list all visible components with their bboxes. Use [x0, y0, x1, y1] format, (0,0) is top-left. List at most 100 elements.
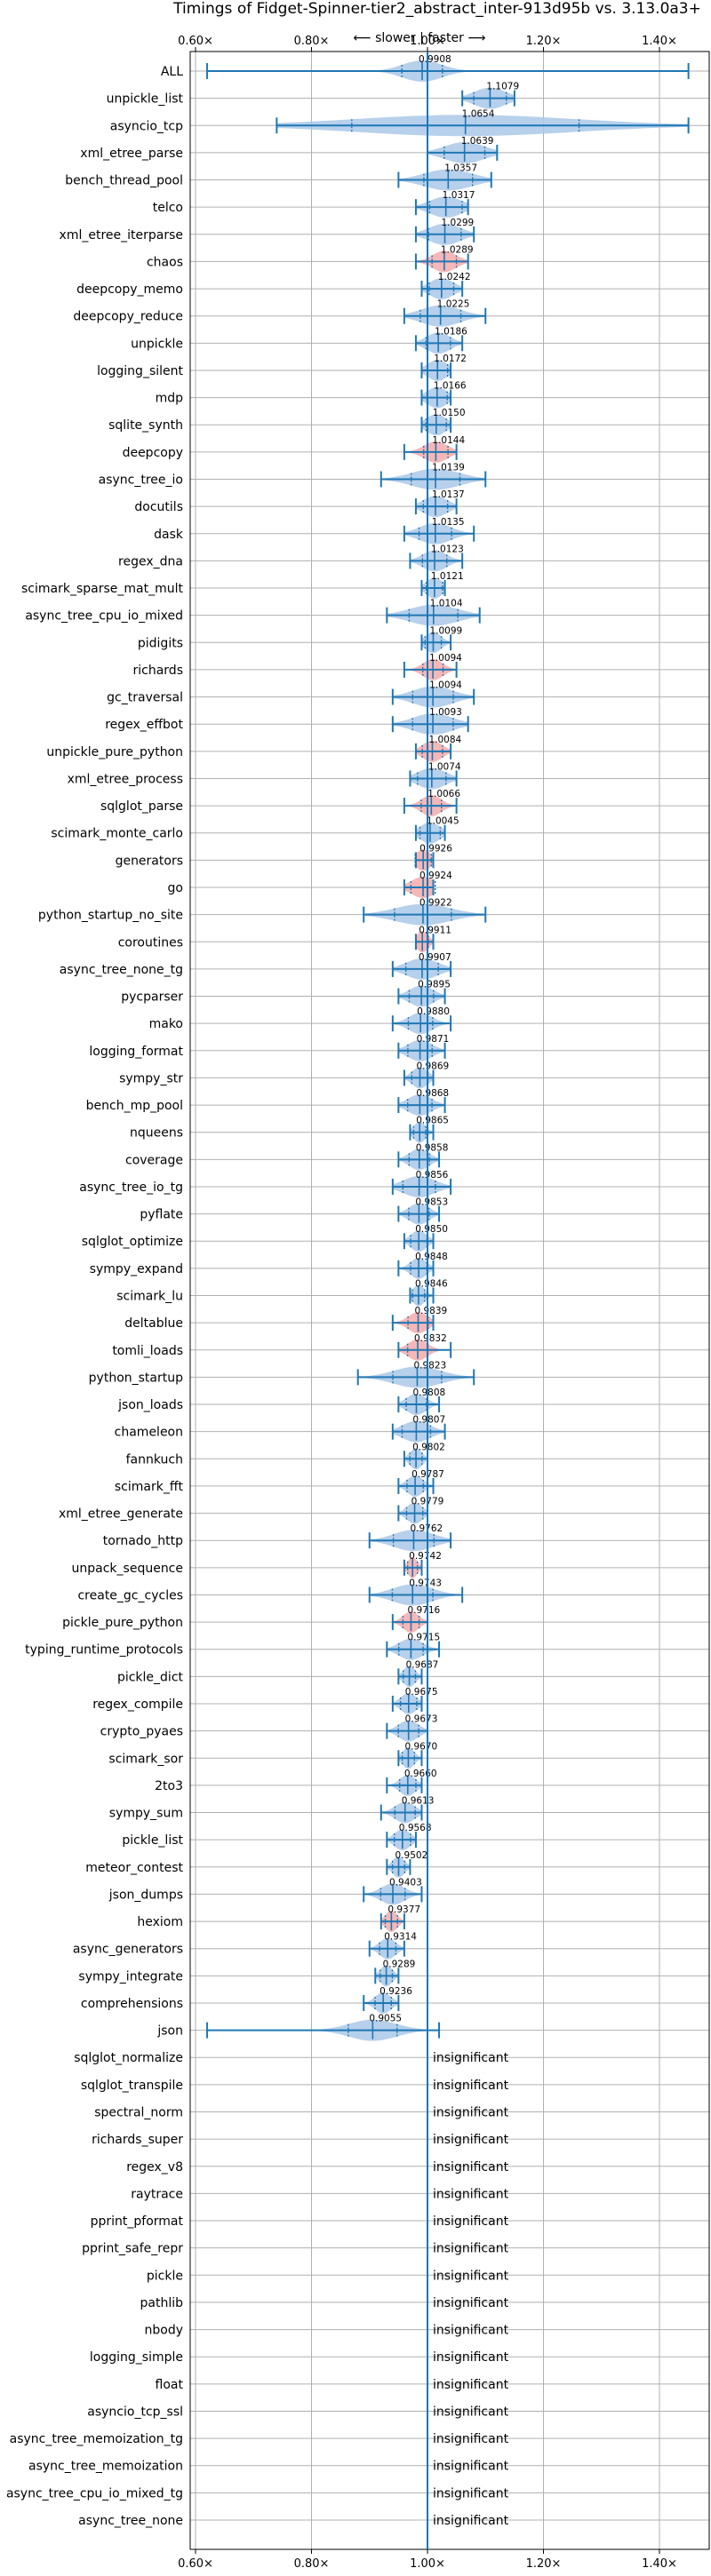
benchmark-label: comprehensions [81, 1997, 183, 2011]
benchmark-label: bench_thread_pool [65, 174, 183, 188]
insignificant-label: insignificant [433, 2296, 509, 2310]
value-label: 1.0045 [427, 816, 459, 827]
value-label: 0.9613 [402, 1796, 435, 1807]
benchmark-label: logging_simple [90, 2350, 183, 2365]
value-label: 0.9808 [412, 1387, 445, 1398]
value-label: 0.9865 [416, 1116, 449, 1126]
value-label: 0.9868 [416, 1088, 449, 1099]
benchmark-label: scimark_monte_carlo [51, 827, 183, 841]
benchmark-label: xml_etree_generate [59, 1507, 183, 1522]
top-tick-label: 1.40× [642, 35, 677, 48]
value-label: 1.0123 [431, 544, 464, 554]
benchmark-label: scimark_fft [115, 1480, 184, 1494]
value-label: 1.1079 [486, 82, 519, 92]
value-label: 1.0094 [429, 653, 462, 664]
insignificant-label: insignificant [433, 2242, 509, 2256]
value-label: 0.9807 [412, 1415, 445, 1426]
benchmark-label: logging_format [89, 1045, 183, 1059]
benchmark-label: asyncio_tcp [110, 119, 183, 133]
chart-title: Timings of Fidget-Spinner-tier2_abstract… [172, 0, 701, 18]
bottom-tick-label: 1.40× [642, 2557, 677, 2571]
benchmark-label: async_tree_memoization_tg [10, 2432, 183, 2446]
value-label: 0.9846 [415, 1279, 448, 1290]
value-label: 1.0135 [432, 517, 465, 528]
insignificant-label: insignificant [433, 2350, 509, 2365]
value-label: 1.0225 [437, 299, 470, 310]
benchmark-label: scimark_sor [108, 1752, 183, 1766]
value-label: 1.0144 [432, 435, 465, 446]
bottom-tick-label: 1.20× [526, 2557, 562, 2571]
benchmark-label: tornado_http [103, 1534, 183, 1548]
benchmark-label: deepcopy [123, 446, 183, 460]
value-label: 0.9675 [405, 1687, 438, 1697]
benchmark-label: spectral_norm [94, 2106, 183, 2120]
top-tick-label: 0.60× [178, 35, 213, 48]
benchmark-label: regex_effbot [105, 718, 183, 732]
benchmark-label: gc_traversal [107, 691, 183, 705]
violin-layer [206, 60, 690, 2041]
value-label: 0.9924 [419, 871, 452, 881]
benchmark-label: xml_etree_process [68, 772, 183, 786]
value-label: 1.0094 [429, 680, 462, 691]
value-label: 0.9660 [404, 1769, 437, 1779]
value-label: 0.9823 [413, 1360, 446, 1371]
top-tick-label: 1.20× [526, 35, 562, 48]
benchmark-label: scimark_lu [116, 1290, 183, 1304]
value-label: 0.9715 [407, 1633, 440, 1643]
insignificant-label: insignificant [433, 2432, 509, 2446]
benchmark-label: python_startup_no_site [38, 909, 183, 923]
benchmark-label: deepcopy_reduce [73, 310, 183, 324]
benchmark-label: hexiom [137, 1915, 183, 1929]
value-label: 0.9716 [407, 1605, 440, 1616]
insignificant-label: insignificant [433, 2514, 509, 2528]
benchmark-label: unpickle_pure_python [46, 745, 183, 759]
value-label: 0.9880 [417, 1006, 450, 1017]
benchmark-label: scimark_sparse_mat_mult [21, 582, 183, 596]
benchmark-label: sympy_expand [90, 1262, 183, 1276]
benchmark-label: bench_mp_pool [86, 1099, 183, 1113]
benchmark-label: richards_super [92, 2133, 183, 2147]
benchmark-label: generators [116, 854, 183, 868]
benchmark-label: sqlite_synth [108, 418, 183, 433]
value-label: 0.9908 [419, 54, 451, 65]
value-label: 0.9568 [399, 1823, 432, 1833]
value-label: 0.9856 [416, 1170, 449, 1181]
value-label: 1.0137 [432, 489, 465, 500]
value-label: 1.0654 [462, 108, 495, 119]
benchmark-label: async_tree_cpu_io_mixed_tg [6, 2486, 183, 2500]
top-tick-label: 1.00× [410, 35, 445, 48]
benchmark-label: regex_v8 [126, 2160, 183, 2174]
benchmark-label: raytrace [131, 2187, 183, 2201]
insignificant-label: insignificant [433, 2133, 509, 2147]
value-label: 1.0639 [461, 136, 494, 147]
benchmark-label: json_dumps [108, 1888, 183, 1902]
insignificant-label: insignificant [433, 2486, 509, 2500]
benchmark-label: nbody [145, 2324, 184, 2338]
value-label: 0.9687 [406, 1659, 439, 1670]
benchmark-label: async_tree_memoization [28, 2460, 183, 2474]
benchmark-label: sqlglot_normalize [74, 2051, 183, 2065]
benchmark-label: sympy_integrate [78, 1969, 183, 1984]
plot-frame [189, 51, 710, 2550]
value-label: 1.0074 [428, 761, 461, 772]
benchmark-label: deltablue [124, 1316, 183, 1331]
benchmark-label: async_tree_none_tg [60, 963, 183, 977]
value-label: 1.0186 [435, 326, 467, 337]
benchmark-label: unpack_sequence [72, 1562, 183, 1576]
value-label: 1.0172 [434, 354, 467, 364]
benchmark-label: async_tree_none [78, 2514, 183, 2528]
benchmark-label: pathlib [140, 2296, 184, 2310]
benchmark-label: coroutines [118, 935, 183, 950]
benchmark-label: async_generators [73, 1943, 183, 1957]
value-label: 1.0093 [429, 707, 462, 718]
insignificant-label: insignificant [433, 2106, 509, 2120]
benchmark-label: docutils [134, 500, 183, 514]
value-label: 0.9853 [415, 1197, 448, 1208]
insignificant-label: insignificant [433, 2460, 509, 2474]
benchmark-label: pickle [147, 2269, 183, 2283]
benchmark-label: dask [154, 528, 184, 542]
benchmark-label: ALL [161, 65, 183, 79]
value-label: 0.9871 [417, 1034, 450, 1045]
benchmark-label: fannkuch [126, 1452, 183, 1467]
value-label: 1.0357 [444, 163, 477, 174]
